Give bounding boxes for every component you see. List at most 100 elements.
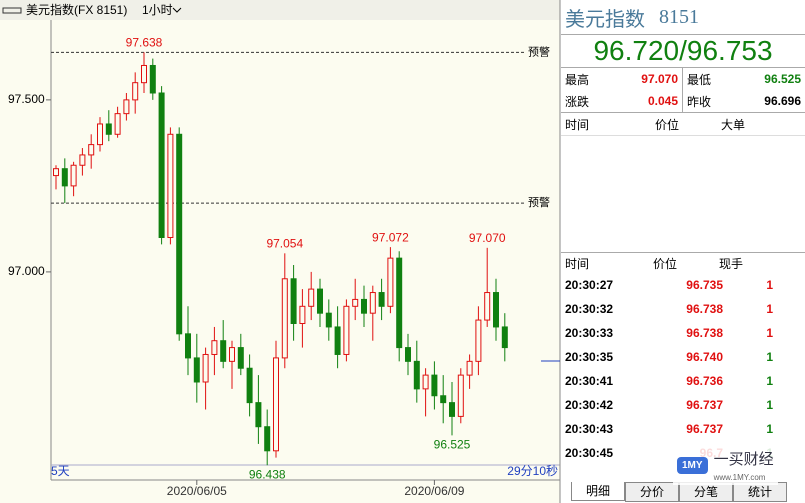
candle-body	[361, 298, 367, 314]
high-label: 97.070	[469, 231, 506, 245]
candle-body	[369, 292, 376, 314]
candle-body	[193, 357, 200, 383]
low-label: 96.525	[434, 437, 471, 451]
tabs: 明细 分价 分笔 统计	[571, 482, 787, 502]
ticks: 20:30:27 96.735 1 20:30:32 96.738 1 20:30:33 96…	[561, 273, 805, 465]
candle-body	[211, 340, 218, 355]
low-label: 96.438	[249, 467, 286, 481]
x-tick-label: 2020/06/05	[167, 484, 227, 498]
watermark: 1MY 一买财经 www.1MY.com	[673, 446, 778, 485]
quote-panel: 美元指数 8151 96.720/96.753 最高 97.070 最低 96.525 涨…	[561, 0, 805, 503]
alert-label: 预警	[528, 195, 550, 209]
tick-price: 96.737	[686, 398, 723, 412]
chart-bg	[0, 0, 560, 503]
tick-price: 96.740	[686, 350, 723, 364]
tab[interactable]: 分笔	[679, 482, 733, 502]
tab[interactable]: 统计	[733, 482, 787, 502]
tick-volume: 1	[766, 278, 773, 292]
tick-time: 20:30:33	[565, 326, 614, 340]
stat: 昨收 96.696	[683, 90, 805, 112]
tick-volume: 1	[766, 350, 773, 364]
stat-label: 昨收	[687, 94, 712, 109]
tick-time: 20:30:32	[565, 302, 614, 316]
candle-body	[299, 305, 306, 325]
candle-body	[431, 374, 438, 397]
candle-body	[281, 278, 288, 359]
quote-code: 8151	[659, 5, 699, 28]
icon	[2, 7, 22, 14]
watermark-text: 一买财经	[713, 451, 774, 468]
candle-body	[405, 347, 411, 362]
candle-body	[334, 326, 341, 355]
dropdown[interactable]	[172, 7, 182, 13]
timeframe[interactable]: 1小时	[142, 3, 173, 17]
candle-body	[123, 99, 130, 115]
candle-body	[501, 326, 508, 349]
candle-body	[413, 360, 420, 390]
tick-time: 20:30:27	[565, 278, 614, 292]
tick-volume: 1	[766, 422, 773, 436]
tick-row: 20:30:42 96.737 1	[561, 393, 805, 417]
quote-price: 96.720/96.753	[561, 34, 805, 68]
candle-body	[53, 168, 59, 177]
candle-body	[79, 154, 86, 166]
toolbar	[0, 0, 560, 20]
candle-body	[440, 395, 447, 404]
stat-label: 最高	[565, 72, 590, 87]
stat: 最低 96.525	[683, 68, 805, 90]
candle-body	[149, 64, 156, 94]
candle-body	[466, 360, 473, 376]
y-tick-label: 97.000	[8, 264, 45, 278]
candle-body	[484, 292, 491, 321]
candle-body	[185, 333, 191, 359]
tick-header-cell: 现手	[719, 256, 744, 271]
candle-body	[290, 278, 297, 325]
candle-body	[378, 292, 385, 307]
candle-body	[141, 64, 147, 84]
tab[interactable]: 明细	[571, 482, 625, 501]
quote-title: 美元指数 8151	[561, 0, 805, 34]
symbol[interactable]: 美元指数(FX 8151)	[26, 2, 127, 17]
candle-body	[255, 402, 262, 428]
candle-body	[97, 123, 103, 146]
candle-body	[449, 402, 455, 417]
stats: 最高 97.070 最低 96.525 涨跌 0.045 昨收 96.696	[561, 68, 805, 113]
order-header: 时间 价位 大单	[561, 113, 805, 136]
tab[interactable]: 分价	[625, 482, 679, 502]
candle-body	[246, 367, 253, 404]
tick-row: 20:30:43 96.737 1	[561, 417, 805, 441]
candle-body	[114, 113, 121, 135]
tick-volume: 1	[766, 326, 773, 340]
tick-header: 时间 价位 现手	[561, 252, 805, 273]
candle-body	[475, 319, 482, 362]
tick-row: 20:30:41 96.736 1	[561, 369, 805, 393]
candle-body	[343, 305, 350, 355]
tick-row: 20:30:32 96.738 1	[561, 297, 805, 321]
stat-label: 涨跌	[565, 94, 590, 109]
stat-value: 96.696	[764, 94, 801, 108]
tick-time: 20:30:45	[565, 446, 614, 460]
candle-body	[396, 257, 403, 349]
candle-body	[167, 133, 174, 238]
candle-body	[202, 353, 209, 383]
stat-value: 97.070	[641, 72, 678, 86]
candle-body	[325, 312, 332, 328]
order-header-cell: 价位	[655, 117, 680, 132]
candle-body	[317, 288, 323, 314]
tick-price: 96.738	[686, 326, 723, 340]
candle-body	[273, 357, 279, 452]
tick-price: 96.738	[686, 302, 723, 316]
order-header-cell: 大单	[721, 117, 746, 132]
tick-time: 20:30:43	[565, 422, 614, 436]
candle-body	[70, 164, 77, 187]
tick-volume: 1	[766, 302, 773, 316]
high-label: 97.072	[372, 230, 409, 244]
countdown: 29分10秒	[507, 464, 558, 478]
period[interactable]: 5天	[51, 464, 70, 478]
candle-body	[493, 292, 499, 328]
candle-body	[229, 347, 235, 362]
candle-body	[237, 347, 244, 369]
candle-body	[105, 123, 112, 135]
candle-body	[132, 82, 139, 101]
